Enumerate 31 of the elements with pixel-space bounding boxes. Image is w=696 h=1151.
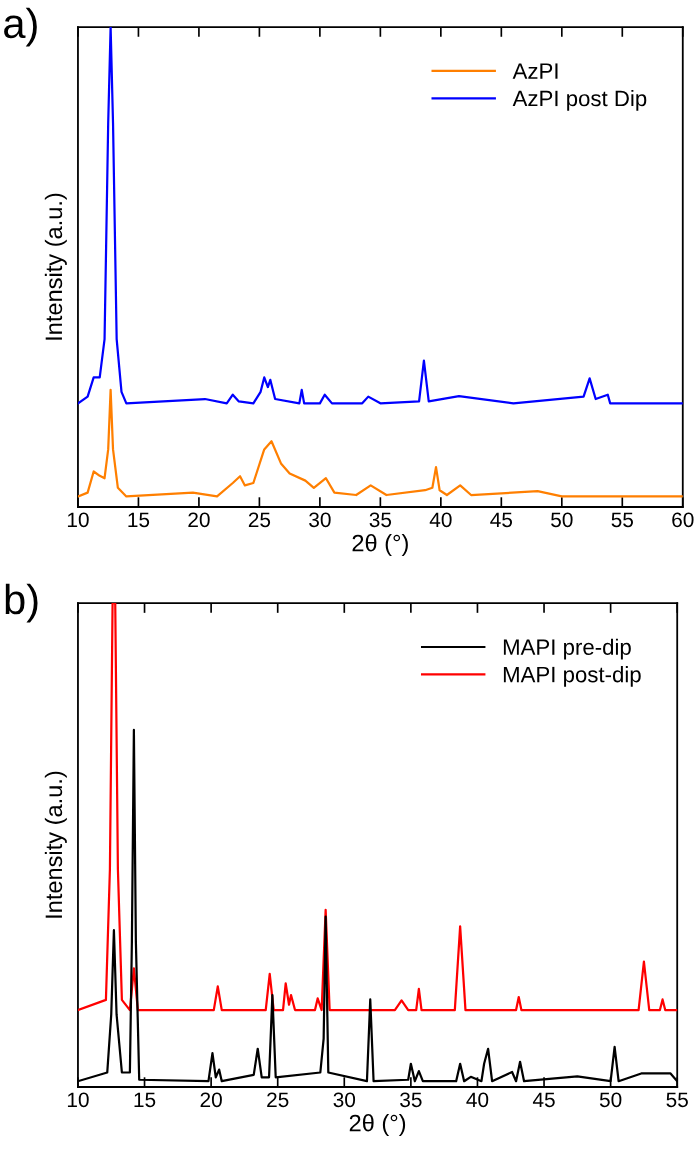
x-tick-label: 20 (188, 512, 210, 528)
x-tick-label: 55 (611, 512, 634, 528)
x-tick-label: 35 (400, 1092, 422, 1108)
x-tick-label: 40 (429, 512, 452, 528)
x-tick-label: 45 (490, 512, 513, 528)
y-axis-title: Intensity (a.u.) (44, 193, 67, 340)
x-tick-label: 35 (369, 512, 392, 528)
x-tick-label: 10 (67, 512, 89, 528)
x-tick-label: 60 (672, 512, 694, 528)
text: b) (5, 583, 38, 623)
x-tick-label: 55 (666, 1092, 688, 1108)
x-tick-label: 15 (128, 512, 150, 528)
text: a) (4, 7, 37, 47)
x-axis-title: 2θ (°) (349, 1114, 406, 1137)
y-axis-title: Intensity (a.u.) (44, 771, 67, 918)
legend-label: AzPI post Dip (512, 89, 647, 111)
x-axis-title: 2θ (°) (352, 534, 408, 557)
x-tick-label: 25 (248, 512, 271, 528)
legend-label: AzPI (512, 63, 558, 79)
x-tick-label: 25 (267, 1092, 289, 1108)
x-tick-label: 30 (333, 1092, 356, 1108)
x-tick-label: 40 (466, 1092, 489, 1108)
x-tick-label: 15 (134, 1092, 156, 1108)
x-tick-label: 30 (309, 512, 331, 528)
x-tick-label: 50 (599, 1092, 622, 1108)
x-tick-label: 45 (532, 1092, 555, 1108)
x-tick-label: 10 (67, 1092, 89, 1108)
legend-label: MAPI post-dip (503, 666, 641, 687)
legend-label: MAPI pre-dip (503, 638, 631, 660)
x-tick-label: 20 (200, 1092, 222, 1108)
x-tick-label: 50 (551, 512, 573, 528)
